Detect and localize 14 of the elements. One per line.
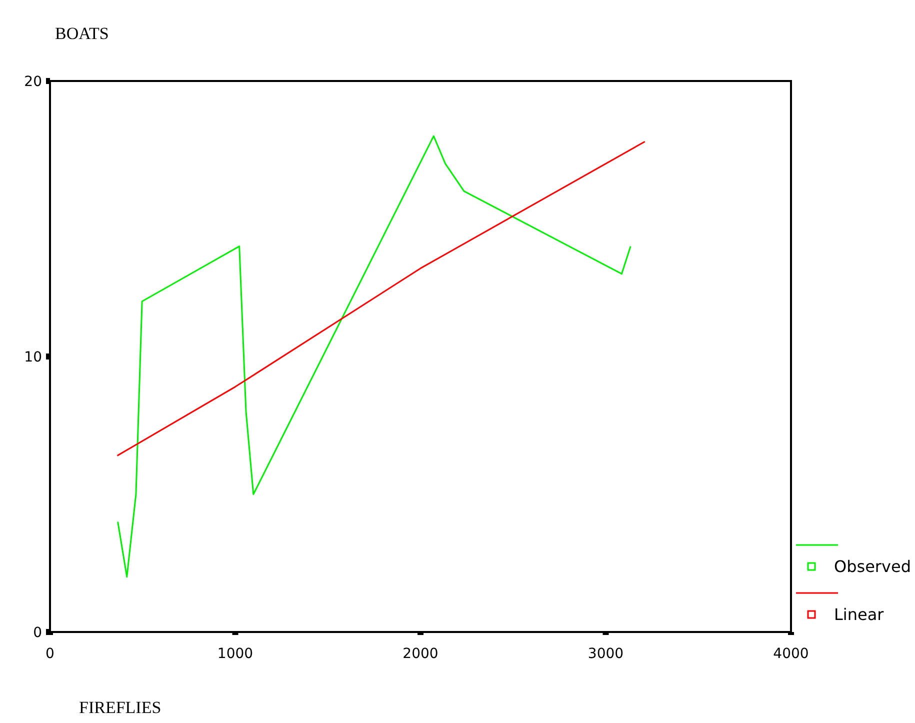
x-tick-label: 1000 [217,646,254,662]
text: FIREFLIES [79,698,162,717]
chart-title: BOATS [55,24,109,43]
x-tick-label: 4000 [773,646,809,662]
x-tick-label: 3000 [588,646,624,662]
y-tick-label: 20 [24,74,42,90]
line-series [116,140,646,456]
y-tick-label: 0 [33,625,42,641]
legend-label: Observed [834,557,911,576]
legend-label: Linear [834,605,884,624]
y-tick-label: 10 [24,350,42,366]
line-series [117,135,632,578]
x-tick-label: 2000 [402,646,438,662]
x-tick-label: 0 [46,646,54,662]
